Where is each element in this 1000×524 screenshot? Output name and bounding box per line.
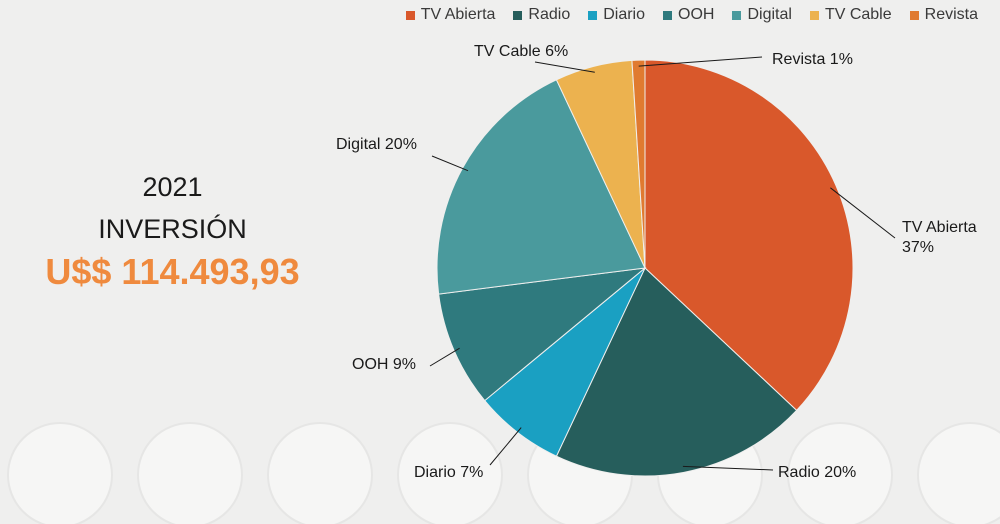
- legend-swatch: [513, 10, 523, 20]
- legend-item-revista: Revista: [909, 6, 978, 24]
- legend-swatch: [663, 10, 673, 20]
- legend-item-digital: Digital: [732, 6, 792, 24]
- legend-label: Diario: [603, 6, 646, 23]
- legend-item-radio: Radio: [513, 6, 570, 24]
- pie-slice-tv-abierta: [644, 59, 854, 412]
- leader-line: [429, 347, 460, 367]
- slice-label-diario: Diario 7%: [414, 464, 483, 481]
- legend-item-tv-abierta: TV Abierta: [405, 6, 496, 24]
- legend-swatch: [732, 10, 742, 20]
- legend-label: TV Cable: [824, 6, 892, 23]
- legend-swatch: [909, 10, 919, 20]
- slice-label-revista: Revista 1%: [772, 51, 853, 68]
- legend-label: Digital: [747, 6, 792, 23]
- legend-swatch: [588, 10, 598, 20]
- label-leader-lines: [429, 56, 896, 471]
- slice-label-digital: Digital 20%: [336, 136, 417, 153]
- slice-labels: TV Abierta 37% Radio 20% Diario 7% OOH 9% Dig…: [336, 43, 977, 481]
- legend-label: Radio: [528, 6, 571, 23]
- legend-swatch: [405, 10, 415, 20]
- leader-line: [534, 61, 595, 73]
- investment-summary: 2021 INVERSIÓN U$$ 114.493,93: [0, 168, 345, 294]
- slice-label-tv-abierta: TV Abierta 37%: [902, 219, 977, 256]
- slice-label-ooh: OOH 9%: [352, 356, 416, 373]
- leader-line: [682, 465, 774, 471]
- investment-label: INVERSIÓN: [98, 214, 247, 244]
- legend-label: TV Abierta: [420, 6, 496, 23]
- legend-label: OOH: [678, 6, 715, 23]
- investment-amount: U$$ 114.493,93: [45, 251, 300, 292]
- legend-item-tv-cable: TV Cable: [809, 6, 892, 24]
- legend-item-diario: Diario: [588, 6, 645, 24]
- chart-legend: TV Abierta Radio Diario OOH Digital TV Cable R…: [405, 6, 978, 24]
- pie-slices: [436, 59, 854, 477]
- pie-slice-ooh: [438, 267, 647, 402]
- pie-slice-radio: [555, 267, 798, 477]
- leader-line: [638, 56, 763, 67]
- leader-line: [830, 187, 896, 239]
- slice-label-tv-cable: TV Cable 6%: [474, 43, 568, 60]
- year-heading: 2021: [142, 172, 203, 202]
- leader-line: [431, 155, 469, 172]
- legend-swatch: [809, 10, 819, 20]
- legend-item-ooh: OOH: [663, 6, 714, 24]
- pie-slice-digital: [436, 79, 646, 295]
- leader-line: [489, 427, 522, 466]
- legend-label: Revista: [924, 6, 978, 23]
- slice-label-radio: Radio 20%: [778, 464, 856, 481]
- pie-slice-revista: [631, 59, 646, 269]
